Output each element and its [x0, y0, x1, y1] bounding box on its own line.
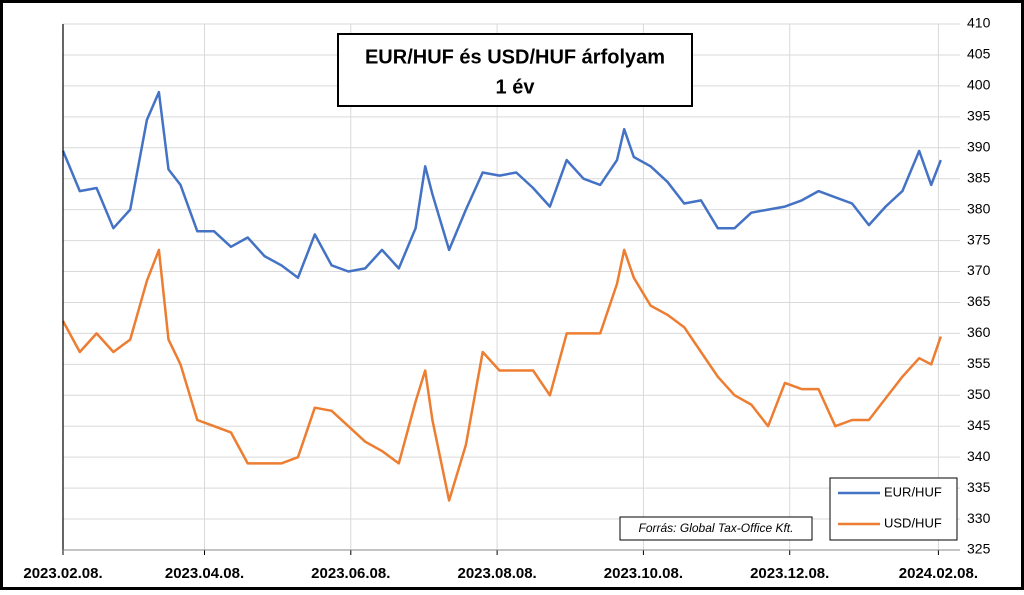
x-tick-label: 2023.10.08.: [604, 565, 683, 582]
y-tick-label: 405: [967, 46, 991, 62]
y-tick-label: 390: [967, 138, 991, 154]
y-tick-label: 370: [967, 262, 991, 278]
y-tick-label: 395: [967, 108, 991, 124]
title-box: [337, 33, 693, 107]
legend-label: USD/HUF: [884, 515, 942, 530]
y-tick-label: 410: [967, 15, 991, 31]
y-tick-label: 335: [967, 479, 991, 495]
chart-title: EUR/HUF és USD/HUF árfolyam: [365, 46, 665, 68]
y-tick-label: 385: [967, 169, 991, 185]
series-line: [61, 90, 942, 279]
legend-box: [829, 477, 958, 541]
y-tick-label: 330: [967, 510, 991, 526]
source-box: [619, 516, 813, 541]
y-tick-label: 375: [967, 231, 991, 247]
y-tick-label: 345: [967, 417, 991, 433]
chart-subtitle: 1 év: [496, 76, 536, 98]
y-tick-label: 380: [967, 200, 991, 216]
y-tick-label: 360: [967, 324, 991, 340]
y-tick-label: 400: [967, 77, 991, 93]
y-tick-label: 340: [967, 448, 991, 464]
y-tick-label: 355: [967, 355, 991, 371]
legend-label: EUR/HUF: [884, 484, 942, 499]
series-line: [61, 248, 942, 502]
y-tick-label: 365: [967, 293, 991, 309]
x-tick-label: 2023.08.08.: [457, 565, 536, 582]
x-tick-label: 2023.04.08.: [165, 565, 244, 582]
y-tick-label: 325: [967, 541, 991, 557]
y-tick-label: 350: [967, 386, 991, 402]
x-tick-label: 2023.12.08.: [750, 565, 829, 582]
x-tick-label: 2023.06.08.: [311, 565, 390, 582]
source-note: Forrás: Global Tax-Office Kft.: [639, 521, 794, 535]
x-tick-label: 2024.02.08.: [899, 565, 978, 582]
x-tick-label: 2023.02.08.: [23, 565, 102, 582]
